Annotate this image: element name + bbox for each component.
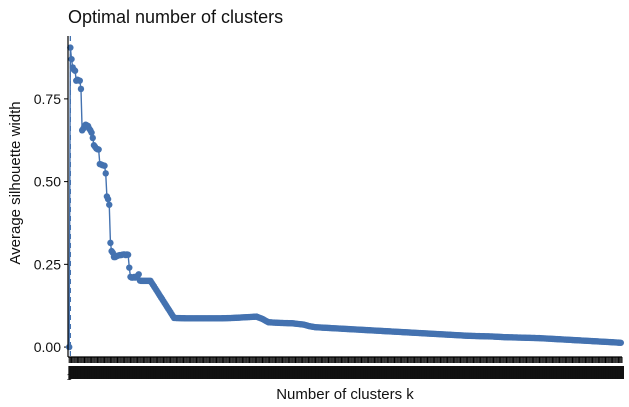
data-point [105, 196, 111, 202]
data-points [66, 44, 624, 350]
x-tick-label-mark [620, 366, 624, 379]
data-point [77, 77, 83, 83]
data-point [72, 68, 78, 74]
data-point [103, 170, 109, 176]
data-point [90, 135, 96, 141]
data-point [136, 271, 142, 277]
data-point [66, 344, 72, 350]
y-tick-label: 0.50 [34, 174, 61, 190]
series-line [69, 48, 621, 347]
y-tick-label: 0.25 [34, 256, 61, 272]
y-axis-ticks: 0.00 0.25 0.50 0.75 [34, 91, 68, 355]
data-point [88, 129, 94, 135]
y-tick-label: 0.00 [34, 339, 61, 355]
x-axis-title: Number of clusters k [276, 386, 414, 403]
data-point [68, 56, 74, 62]
data-point [106, 202, 112, 208]
data-point [101, 163, 107, 169]
data-point [95, 146, 101, 152]
data-point [125, 252, 131, 258]
data-point [107, 240, 113, 246]
x-axis-ticks [68, 357, 624, 379]
data-point [78, 86, 84, 92]
y-axis-title: Average silhouette width [7, 101, 24, 264]
chart-title: Optimal number of clusters [68, 7, 283, 27]
y-tick-label: 0.75 [34, 91, 61, 107]
data-point [126, 264, 132, 270]
x-tick-label-first: 1 [67, 372, 72, 382]
data-point [618, 340, 624, 346]
